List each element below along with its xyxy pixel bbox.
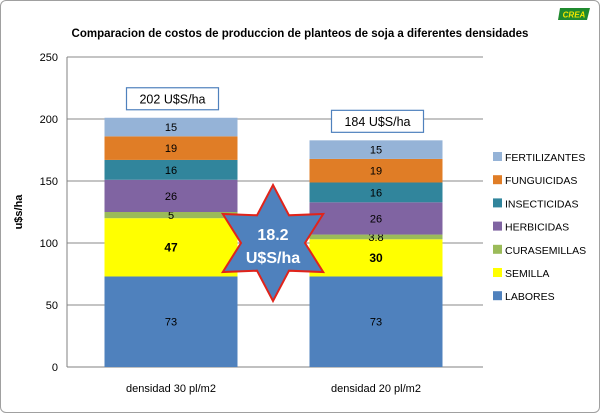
y-tick-label: 100	[40, 238, 58, 250]
x-tick-label: densidad 20 pl/m2	[331, 383, 421, 395]
total-callout: 184 U$S/ha	[330, 109, 425, 133]
legend-swatch	[493, 221, 502, 231]
crea-logo: CREA	[558, 8, 590, 20]
y-tick-label: 200	[40, 114, 58, 126]
x-tick-label: densidad 30 pl/m2	[126, 383, 216, 395]
y-tick-label: 0	[52, 362, 58, 374]
y-tick-label: 50	[46, 300, 58, 312]
difference-annotation: 18.2 U$S/ha	[220, 182, 326, 304]
legend-label: CURASEMILLAS	[505, 245, 586, 257]
legend-item: FUNGUICIDAS	[493, 175, 577, 187]
total-label: 202 U$S/ha	[139, 92, 205, 106]
total-box	[125, 87, 220, 111]
bar-segment	[104, 212, 238, 219]
bar-segment	[309, 202, 443, 235]
legend-item: FERTILIZANTES	[493, 152, 585, 164]
bar-segment	[104, 276, 238, 367]
data-label: 3.8	[368, 232, 383, 244]
legend-label: LABORES	[505, 291, 555, 303]
data-label: 26	[370, 213, 382, 225]
total-callout: 202 U$S/ha	[125, 87, 220, 111]
data-label: 19	[165, 143, 177, 155]
data-label: 73	[370, 317, 382, 329]
bar-segment	[309, 234, 443, 240]
legend-swatch	[493, 244, 502, 254]
legend: FERTILIZANTES FUNGUICIDAS INSECTICIDAS HERB…	[493, 152, 586, 303]
data-label: 5	[168, 210, 174, 222]
legend-item: HERBICIDAS	[493, 221, 569, 234]
legend-item: LABORES	[493, 291, 555, 303]
legend-item: SEMILLA	[493, 268, 549, 280]
bar-segment	[309, 140, 443, 159]
data-label: 16	[370, 187, 382, 199]
data-label: 15	[165, 122, 177, 134]
star-shape	[220, 182, 326, 304]
data-label: 26	[165, 191, 177, 203]
bar-stack-1: 73 47 5 26 16 19 15	[104, 117, 238, 367]
legend-swatch	[493, 175, 502, 185]
data-label: 19	[370, 166, 382, 178]
total-label: 184 U$S/ha	[344, 115, 410, 129]
logo-text: CREA	[563, 11, 586, 20]
legend-swatch	[493, 152, 502, 161]
bar-segment	[104, 136, 238, 160]
bar-segment	[104, 218, 238, 277]
y-tick-label: 150	[40, 176, 58, 188]
legend-label: SEMILLA	[505, 268, 549, 280]
legend-swatch	[493, 268, 502, 277]
y-tick-label: 250	[40, 52, 58, 64]
legend-label: FUNGUICIDAS	[505, 175, 577, 187]
bar-segment	[309, 276, 443, 367]
chart-title: Comparacion de costos de produccion de p…	[72, 28, 529, 40]
legend-label: INSECTICIDAS	[505, 198, 579, 210]
legend-swatch	[493, 198, 502, 208]
bar-segment	[104, 179, 238, 212]
y-axis-label: u$s/ha	[13, 194, 25, 230]
bar-stack-2: 73 30 3.8 26 16 19 15	[309, 140, 443, 367]
legend-item: CURASEMILLAS	[493, 244, 586, 257]
annotation-text: U$S/ha	[246, 250, 300, 267]
bar-segment	[309, 182, 443, 203]
legend-swatch	[493, 291, 502, 301]
bar-segment	[104, 117, 238, 137]
data-label: 47	[164, 240, 178, 254]
total-box	[330, 109, 425, 133]
legend-label: HERBICIDAS	[505, 222, 569, 234]
data-label: 73	[165, 317, 177, 329]
data-label: 16	[165, 165, 177, 177]
legend-item: INSECTICIDAS	[493, 198, 579, 210]
annotation-text: 18.2	[257, 227, 288, 244]
bar-segment	[309, 239, 443, 277]
data-label: 15	[370, 145, 382, 157]
legend-label: FERTILIZANTES	[505, 152, 585, 164]
bar-segment	[309, 158, 443, 183]
bar-segment	[104, 159, 238, 180]
data-label: 30	[369, 251, 383, 265]
